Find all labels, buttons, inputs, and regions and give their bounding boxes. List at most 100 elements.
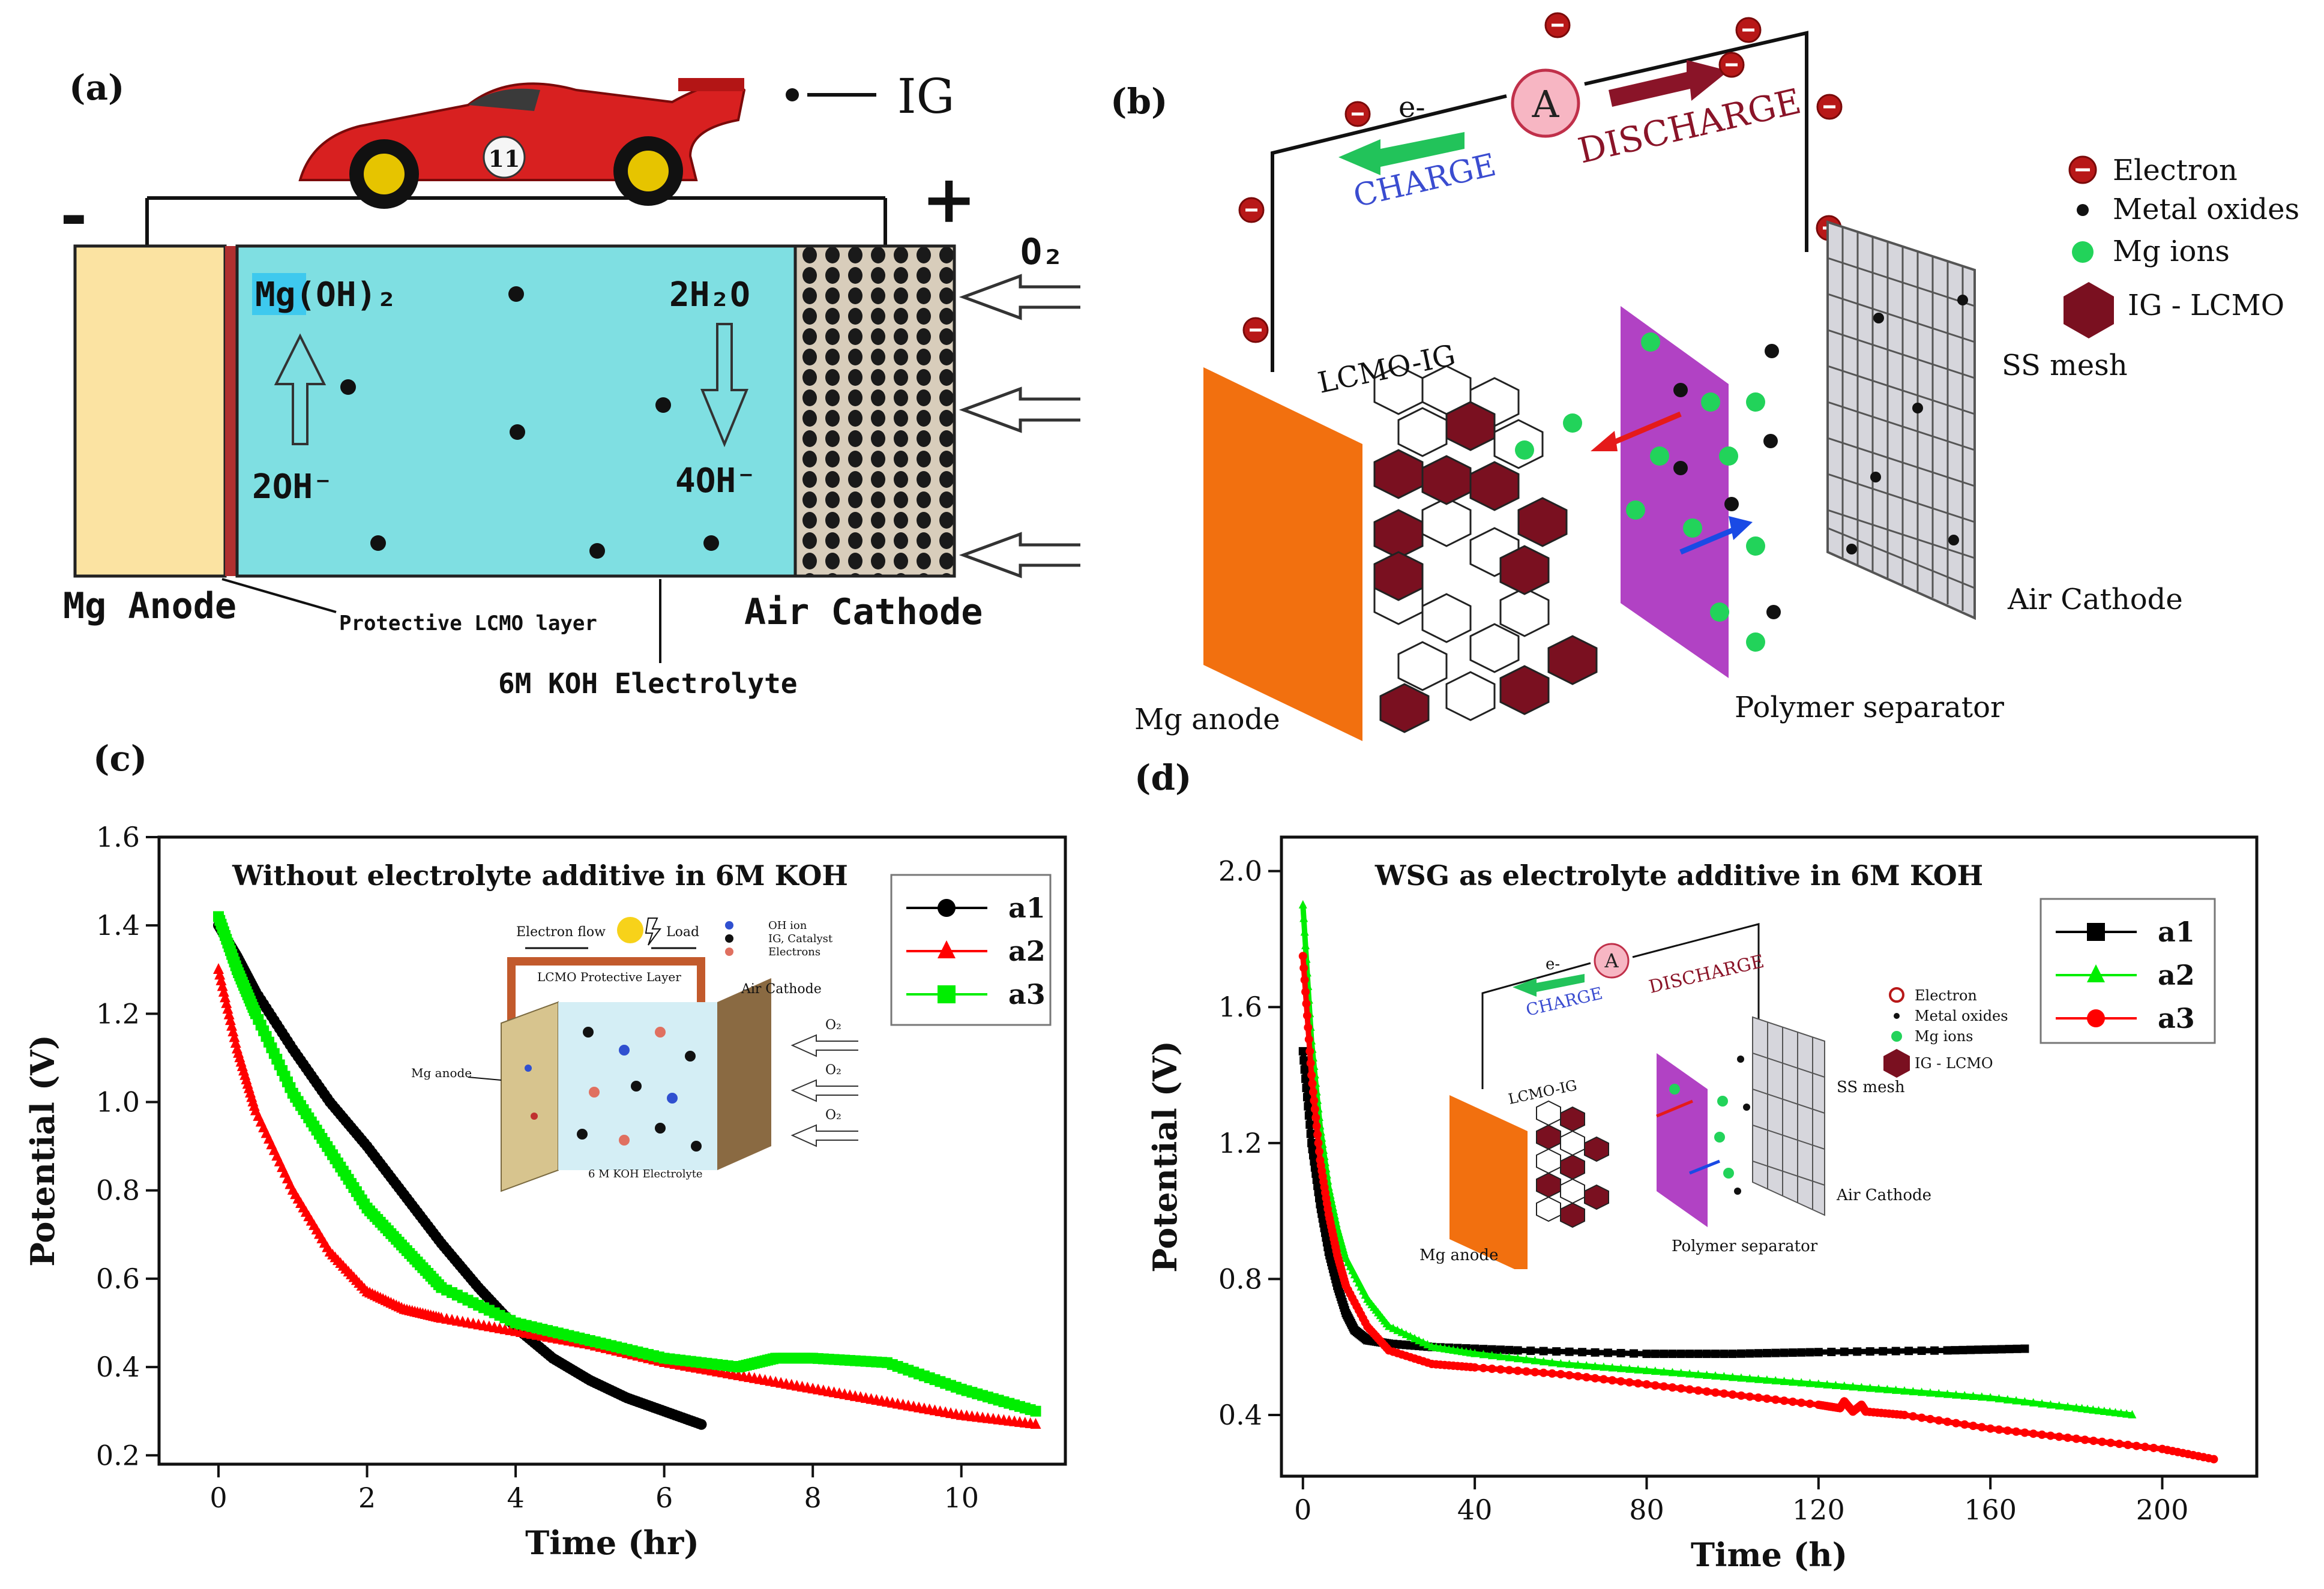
data-point-a3	[1616, 1377, 1625, 1386]
air-cathode-block	[793, 244, 956, 578]
data-point-a3	[1582, 1373, 1591, 1382]
data-point-a2	[1934, 1389, 1943, 1398]
data-point-a2	[1487, 1351, 1496, 1360]
series-a3	[1298, 952, 2218, 1464]
data-point-a1	[1997, 1345, 2006, 1354]
data-point-a2	[1805, 1378, 1814, 1387]
data-point-a3	[1969, 1422, 1978, 1431]
data-point-a3	[1745, 1392, 1754, 1401]
data-point-a2	[1415, 1336, 1424, 1345]
data-point-a3	[1565, 1371, 1574, 1380]
inset-electrolyte-label: 6 M KOH Electrolyte	[588, 1168, 703, 1180]
o2-label: O₂	[1020, 231, 1064, 273]
data-point-a1	[1552, 1347, 1561, 1356]
data-point-a2	[229, 1031, 240, 1042]
data-point-a2	[1943, 1389, 1952, 1398]
data-point-a3	[1312, 1122, 1321, 1131]
series-a3	[213, 911, 1041, 1417]
chart-title: WSG as electrolyte additive in 6M KOH	[1374, 859, 1983, 892]
inset-o2-2: O₂	[825, 1063, 841, 1078]
data-point-a2	[1300, 927, 1309, 936]
o2-arrows	[959, 274, 1080, 578]
data-point-a2	[1909, 1387, 1918, 1396]
ig-legend-dot	[786, 88, 799, 101]
panel-label-a: (a)	[69, 67, 125, 108]
data-point-a3	[1479, 1363, 1488, 1372]
inset-ammeter-label: A	[1604, 949, 1619, 972]
oh-left-label: 2OH⁻	[252, 467, 333, 506]
data-point-a2	[1814, 1379, 1823, 1388]
data-point-a3	[1300, 975, 1309, 984]
data-point-a2	[1496, 1351, 1505, 1360]
charge-arrow-icon	[1338, 132, 1465, 175]
data-point-a1	[1780, 1348, 1789, 1357]
legend-label-a2: a2	[2158, 959, 2195, 991]
data-point-a3	[1977, 1423, 1986, 1432]
data-point-a1	[2005, 1345, 2014, 1354]
data-point-a3	[1302, 1011, 1311, 1020]
data-point-a3	[1599, 1375, 1608, 1384]
y-tick-label: 1.6	[96, 821, 140, 853]
inset-legend: OH ion IG, Catalyst Electrons	[725, 919, 833, 958]
data-point-a3	[1487, 1364, 1496, 1373]
electron-markers	[1238, 12, 1843, 343]
data-point-a2	[1969, 1392, 1978, 1401]
data-point-a2	[1797, 1378, 1806, 1387]
data-point-a2	[1423, 1339, 1432, 1348]
legend-ig-lcmo: IG - LCMO	[2128, 289, 2284, 322]
inset-discharge-label: DISCHARGE	[1647, 951, 1766, 998]
data-point-a3	[1762, 1394, 1771, 1403]
data-point-a1	[1771, 1348, 1780, 1357]
data-point-a1	[1604, 1348, 1613, 1357]
data-point-a3	[1304, 1035, 1313, 1044]
data-point-a1	[1754, 1349, 1763, 1358]
y-axis-label: Potential (V)	[23, 1035, 62, 1267]
data-point-a3	[1311, 1113, 1320, 1122]
data-point-a2	[1522, 1354, 1531, 1363]
data-point-a2	[1389, 1323, 1398, 1332]
panel-b-diagram: A e- CHARGE DISCHARGE	[1134, 12, 2299, 741]
data-point-a2	[1565, 1359, 1574, 1368]
positive-terminal: +	[921, 160, 977, 238]
data-point-a1	[1539, 1347, 1548, 1356]
data-point-a3	[1651, 1381, 1660, 1390]
data-point-a2	[1925, 1388, 1934, 1397]
y-tick-label: 1.6	[1218, 991, 1262, 1023]
data-point-a2	[1384, 1321, 1393, 1330]
x-axis-label: Time (hr)	[525, 1524, 699, 1562]
data-point-a2	[1891, 1385, 1900, 1394]
data-point-a2	[2029, 1398, 2038, 1407]
data-point-a1	[1630, 1349, 1639, 1358]
data-point-a1	[1930, 1346, 1939, 1355]
data-point-a2	[2100, 1406, 2109, 1415]
data-point-a2	[1608, 1363, 1617, 1372]
y-tick-label: 0.4	[1218, 1399, 1262, 1431]
data-point-a1	[1301, 1074, 1310, 1083]
data-point-a2	[1720, 1372, 1729, 1381]
data-point-a1	[1805, 1348, 1814, 1357]
data-point-a2	[1865, 1383, 1874, 1392]
data-point-a3	[1780, 1396, 1789, 1405]
data-point-a2	[227, 1026, 239, 1037]
data-point-a2	[2089, 1405, 2098, 1414]
data-point-a3	[2132, 1441, 2141, 1450]
legend-label-a1: a1	[2158, 916, 2195, 948]
data-point-a1	[1676, 1350, 1685, 1359]
data-point-a3	[2209, 1455, 2218, 1464]
data-point-a1	[1642, 1350, 1651, 1359]
legend-marker-a3	[938, 985, 956, 1003]
legend-marker-a1	[938, 899, 956, 917]
inset-e-label: e-	[1546, 955, 1560, 973]
data-point-a1	[1479, 1345, 1488, 1354]
y-axis-label: Potential (V)	[1146, 1041, 1184, 1273]
data-point-a3	[1736, 1391, 1745, 1400]
data-point-a3	[1573, 1372, 1582, 1381]
inset-mg-anode: Mg anode	[411, 1066, 472, 1080]
data-point-a2	[1771, 1375, 1780, 1384]
legend-marker-a2	[2087, 964, 2105, 982]
data-point-a2	[2077, 1404, 2086, 1413]
data-point-a2	[1406, 1332, 1415, 1341]
data-point-a2	[2064, 1402, 2073, 1411]
data-point-a2	[2094, 1405, 2103, 1414]
data-point-a3	[1310, 1105, 1319, 1114]
